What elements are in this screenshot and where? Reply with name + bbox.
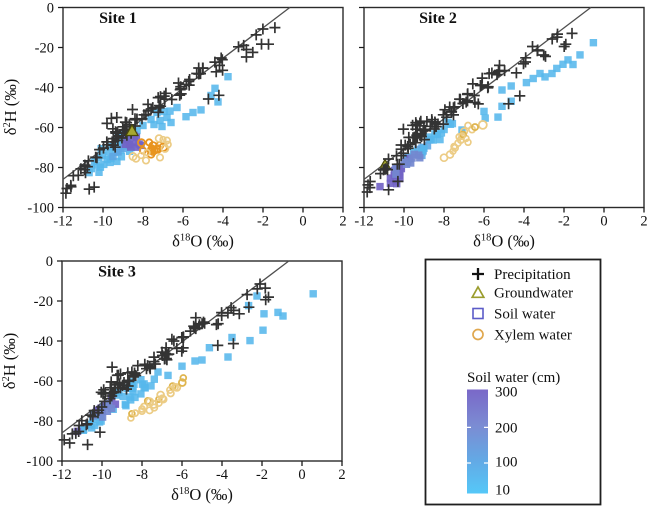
- svg-text:-40: -40: [34, 334, 53, 350]
- svg-text:-80: -80: [34, 414, 53, 430]
- svg-text:-8: -8: [137, 214, 149, 230]
- svg-text:Site 2: Site 2: [419, 10, 457, 27]
- svg-text:-4: -4: [518, 214, 531, 230]
- svg-text:-2: -2: [257, 214, 269, 230]
- svg-text:0: 0: [46, 254, 53, 270]
- svg-text:Soil water (cm): Soil water (cm): [467, 370, 560, 386]
- svg-text:Groundwater: Groundwater: [494, 286, 573, 302]
- svg-text:-6: -6: [177, 214, 189, 230]
- svg-text:Soil water: Soil water: [494, 307, 555, 323]
- svg-text:-2: -2: [256, 467, 268, 483]
- svg-text:300: 300: [495, 385, 518, 401]
- svg-text:Xylem water: Xylem water: [494, 328, 572, 344]
- svg-text:0: 0: [47, 1, 54, 17]
- svg-text:-100: -100: [26, 454, 53, 470]
- svg-text:Site 1: Site 1: [99, 10, 137, 27]
- svg-text:2: 2: [640, 214, 647, 230]
- svg-text:0: 0: [600, 214, 607, 230]
- svg-text:δ2H (‰): δ2H (‰): [1, 79, 20, 136]
- svg-text:-4: -4: [216, 467, 229, 483]
- svg-text:δ2H (‰): δ2H (‰): [0, 333, 19, 390]
- svg-text:2: 2: [339, 214, 346, 230]
- svg-text:-60: -60: [34, 374, 53, 390]
- svg-text:-8: -8: [438, 214, 450, 230]
- svg-text:-2: -2: [558, 214, 570, 230]
- svg-text:-10: -10: [93, 214, 112, 230]
- svg-text:-100: -100: [27, 201, 54, 217]
- svg-text:-6: -6: [176, 467, 188, 483]
- svg-text:100: 100: [495, 455, 518, 471]
- svg-text:-40: -40: [35, 81, 54, 97]
- svg-text:-12: -12: [53, 214, 72, 230]
- svg-text:δ18O (‰): δ18O (‰): [473, 232, 535, 251]
- svg-text:-8: -8: [136, 467, 148, 483]
- svg-text:-6: -6: [478, 214, 490, 230]
- svg-text:-10: -10: [92, 467, 111, 483]
- svg-text:Site 3: Site 3: [98, 264, 136, 281]
- svg-text:200: 200: [495, 421, 518, 437]
- svg-text:0: 0: [298, 467, 305, 483]
- svg-text:-20: -20: [35, 41, 54, 57]
- svg-text:0: 0: [299, 214, 306, 230]
- svg-text:-80: -80: [35, 161, 54, 177]
- svg-text:10: 10: [495, 483, 510, 499]
- svg-text:-60: -60: [35, 121, 54, 137]
- svg-text:-12: -12: [354, 214, 373, 230]
- svg-text:-4: -4: [217, 214, 230, 230]
- svg-text:-10: -10: [394, 214, 413, 230]
- svg-text:-12: -12: [52, 467, 71, 483]
- svg-text:Precipitation: Precipitation: [494, 267, 571, 283]
- svg-text:-20: -20: [34, 294, 53, 310]
- svg-text:2: 2: [338, 467, 345, 483]
